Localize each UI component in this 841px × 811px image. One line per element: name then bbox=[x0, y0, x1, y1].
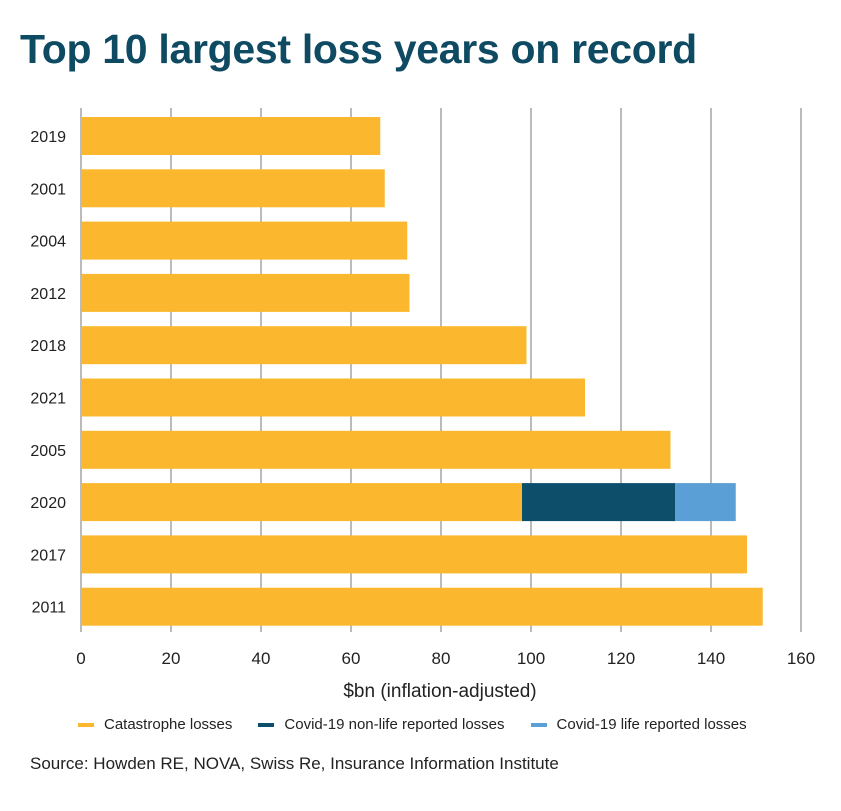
bar-2012-series-0 bbox=[81, 273, 410, 312]
legend-item-catastrophe: Catastrophe losses bbox=[78, 716, 232, 733]
y-tick-label-2012: 2012 bbox=[30, 286, 66, 303]
source-note: Source: Howden RE, NOVA, Swiss Re, Insur… bbox=[30, 754, 559, 773]
y-tick-label-2001: 2001 bbox=[30, 181, 66, 198]
y-axis-tick-labels: 2019 2001 2004 2012 2018 2021 2005 2020 2017 2011 bbox=[30, 129, 66, 617]
y-tick-label-2017: 2017 bbox=[30, 547, 66, 564]
bar-2017-series-0 bbox=[81, 535, 747, 574]
legend-label-non-life: Covid-19 non-life reported losses bbox=[284, 716, 505, 733]
x-tick-label-100: 100 bbox=[517, 649, 545, 668]
x-tick-label-80: 80 bbox=[432, 649, 451, 668]
x-tick-label-0: 0 bbox=[76, 649, 85, 668]
x-tick-label-140: 140 bbox=[697, 649, 725, 668]
x-tick-label-160: 160 bbox=[787, 649, 815, 668]
legend-label-life: Covid-19 life reported losses bbox=[556, 716, 747, 733]
x-tick-label-120: 120 bbox=[607, 649, 635, 668]
bar-2018-series-0 bbox=[81, 326, 527, 365]
y-tick-label-2004: 2004 bbox=[30, 234, 66, 251]
y-tick-label-2020: 2020 bbox=[30, 495, 66, 512]
legend-label-catastrophe: Catastrophe losses bbox=[104, 716, 233, 733]
y-tick-label-2005: 2005 bbox=[30, 443, 66, 460]
y-tick-label-2011: 2011 bbox=[32, 600, 67, 617]
bar-2001-series-0 bbox=[81, 169, 385, 208]
legend-swatch-life bbox=[530, 722, 547, 727]
chart-title: Top 10 largest loss years on record bbox=[20, 26, 697, 72]
bar-2005-series-0 bbox=[81, 430, 671, 469]
x-axis-label: $bn (inflation-adjusted) bbox=[343, 681, 536, 702]
y-tick-label-2021: 2021 bbox=[30, 391, 66, 408]
x-tick-label-20: 20 bbox=[162, 649, 181, 668]
x-tick-label-40: 40 bbox=[252, 649, 271, 668]
x-tick-label-60: 60 bbox=[342, 649, 361, 668]
bars bbox=[81, 117, 763, 626]
bar-2020-series-2 bbox=[675, 483, 736, 522]
y-tick-label-2019: 2019 bbox=[30, 129, 66, 146]
legend-item-non-life: Covid-19 non-life reported losses bbox=[258, 716, 505, 733]
bar-2020-series-1 bbox=[522, 483, 675, 522]
x-axis-tick-labels: 0 20 40 60 80 100 120 140 160 bbox=[76, 649, 815, 668]
legend-swatch-catastrophe bbox=[78, 722, 94, 727]
legend: Catastrophe losses Covid-19 non-life rep… bbox=[78, 716, 773, 733]
bar-2011-series-0 bbox=[81, 587, 763, 626]
y-tick-label-2018: 2018 bbox=[30, 338, 66, 355]
legend-swatch-non-life bbox=[258, 722, 275, 727]
legend-item-life: Covid-19 life reported losses bbox=[530, 716, 747, 733]
bar-2019-series-0 bbox=[81, 117, 381, 155]
bar-2020-series-0 bbox=[81, 483, 522, 522]
bar-2021-series-0 bbox=[81, 378, 585, 417]
bar-2004-series-0 bbox=[81, 221, 408, 260]
